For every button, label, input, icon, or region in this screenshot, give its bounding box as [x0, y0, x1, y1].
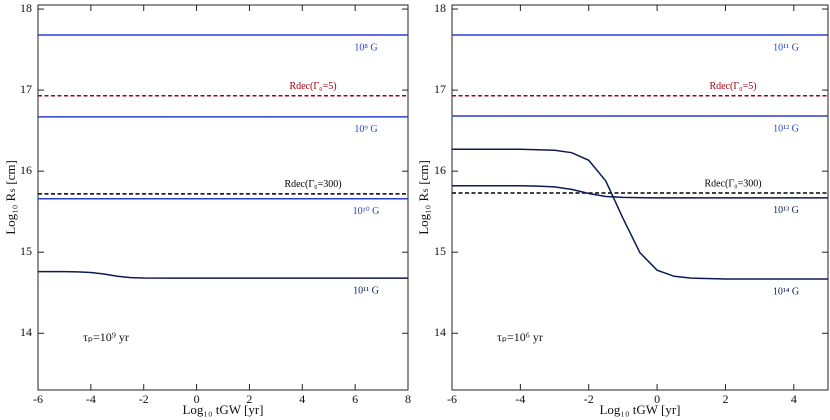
series-label: Rdec(Γ₀=5): [709, 81, 756, 92]
x-tick-label: 2: [246, 392, 252, 406]
x-tick-label: -6: [447, 392, 457, 406]
series-label: 10¹¹ G: [773, 42, 799, 53]
annotation: τₚ=10⁶ yr: [497, 330, 543, 344]
y-tick-label: 15: [20, 244, 32, 258]
x-tick-label: 0: [194, 392, 200, 406]
plot-frame: [37, 4, 409, 391]
x-tick-label: -4: [86, 392, 96, 406]
series-line: [38, 270, 408, 279]
y-tick-label: 16: [20, 163, 32, 177]
x-tick-label: -4: [515, 392, 525, 406]
series-label: 10⁸ G: [354, 42, 377, 53]
x-tick-label: -6: [33, 392, 43, 406]
y-tick-label: 16: [434, 163, 446, 177]
y-tick-label: 17: [434, 82, 446, 96]
series-label: 10¹² G: [773, 123, 799, 134]
series-label: 10⁹ G: [354, 124, 377, 135]
y-tick-label: 18: [434, 1, 446, 15]
x-tick-label: 6: [352, 392, 358, 406]
series-label: 10¹¹ G: [353, 285, 379, 296]
y-tick-label: 17: [20, 82, 32, 96]
series-label: Rdec(Γ₀=5): [289, 81, 336, 92]
series-line: [452, 185, 828, 199]
x-tick-label: 4: [791, 392, 797, 406]
x-tick-label: 2: [722, 392, 728, 406]
x-tick-label: 4: [299, 392, 305, 406]
series-label: Rdec(Γ₀=300): [704, 178, 761, 189]
x-tick-label: 8: [405, 392, 411, 406]
y-axis-label: Log₁₀ Rₛ [cm]: [3, 160, 18, 235]
annotation: τₚ=10⁹ yr: [83, 330, 129, 344]
y-tick-label: 18: [20, 1, 32, 15]
x-axis-label: Log₁₀ tGW [yr]: [599, 402, 680, 417]
series-label: 10¹³ G: [773, 205, 799, 216]
x-axis-label: Log₁₀ tGW [yr]: [182, 402, 263, 417]
x-tick-label: -2: [139, 392, 149, 406]
series-label: Rdec(Γ₀=300): [284, 179, 341, 190]
y-axis-label: Log₁₀ Rₛ [cm]: [416, 160, 431, 235]
y-tick-label: 14: [434, 325, 446, 339]
x-tick-label: -2: [584, 392, 594, 406]
series-label: 10¹⁴ G: [773, 286, 799, 297]
x-tick-label: 0: [654, 392, 660, 406]
y-tick-label: 14: [20, 325, 32, 339]
y-tick-label: 15: [434, 244, 446, 258]
series-label: 10¹⁰ G: [353, 206, 380, 217]
series-line: [452, 148, 828, 280]
